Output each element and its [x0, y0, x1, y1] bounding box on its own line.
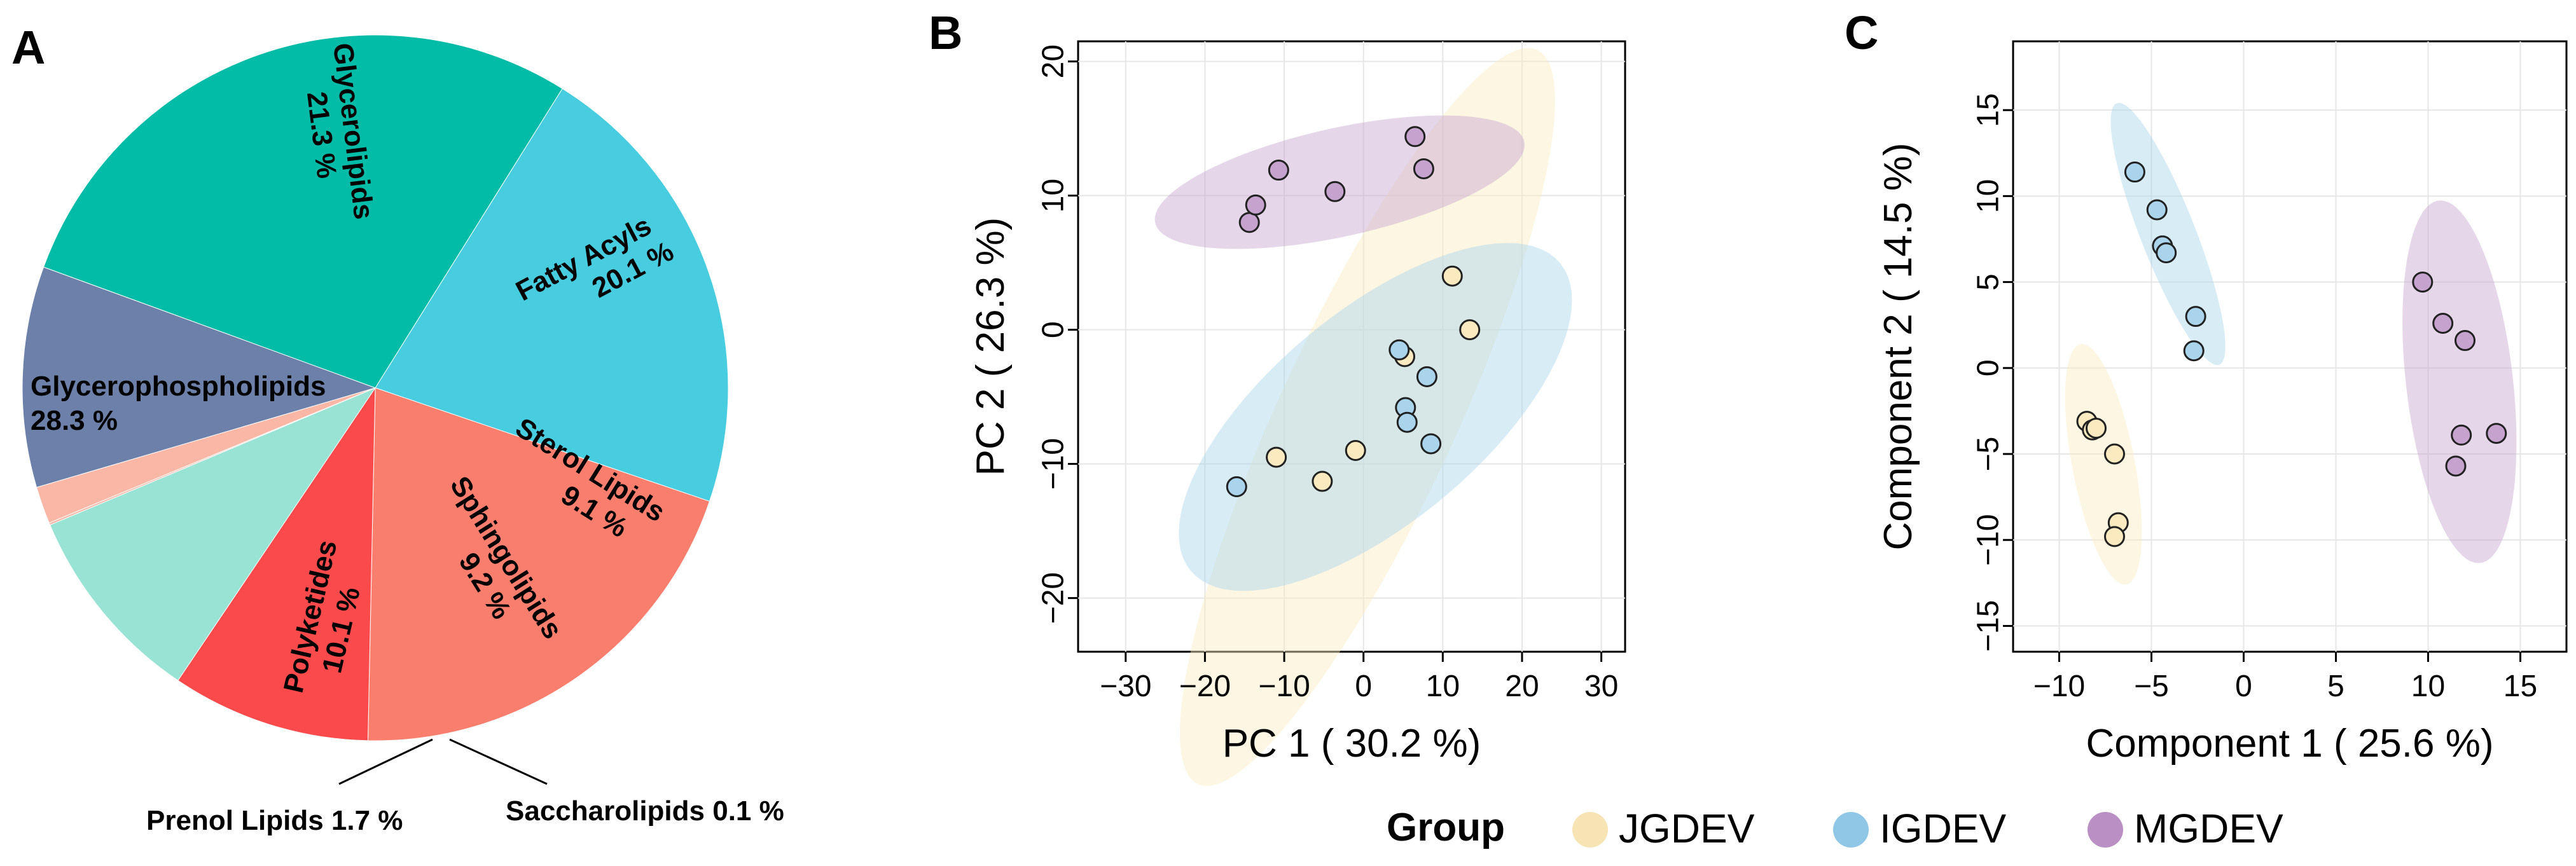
plsda-x-tick-label: −5	[2134, 670, 2169, 703]
plsda-x-tick-label: 10	[2411, 670, 2445, 703]
plsda-x-tick-label: −10	[2033, 670, 2085, 703]
legend-title: Group	[1387, 806, 1505, 849]
plsda-point-mgdev	[2451, 424, 2472, 446]
pca-point-igdev	[1226, 476, 1247, 497]
pca-x-tick-label: 0	[1355, 670, 1372, 703]
plsda-x-tick-label: 15	[2503, 670, 2537, 703]
pca-ellipse-jgdev	[1180, 48, 1555, 787]
legend-label-mgdev: MGDEV	[2134, 806, 2283, 851]
plsda-x-axis-label: Component 1 ( 25.6 %)	[2086, 722, 2493, 766]
callout-prenol-lipids: Prenol Lipids 1.7 %	[146, 805, 403, 836]
pca-point-mgdev	[1268, 160, 1289, 181]
pca-point-mgdev	[1238, 212, 1260, 233]
pca-x-tick-label: −20	[1179, 670, 1231, 703]
plsda-point-mgdev	[2455, 330, 2476, 352]
pca-point-igdev	[1420, 433, 1442, 455]
pca-x-tick-label: −10	[1258, 670, 1310, 703]
pie-slices	[22, 34, 729, 741]
plsda-y-tick-label: 5	[1972, 273, 2005, 291]
pca-point-jgdev	[1459, 319, 1481, 341]
pca-y-axis-label: PC 2 ( 26.3 %)	[969, 217, 1013, 476]
pie-slice-glycerophospholipids	[43, 34, 563, 388]
pca-point-mgdev	[1245, 194, 1266, 216]
pie-slice-sterol-lipids	[177, 387, 376, 741]
plsda-axes: −10 −5 0 5 10 15 −15 −10 −5 0 5 10 15	[1972, 93, 2538, 703]
pca-y-tick-label: 0	[1037, 321, 1070, 338]
legend: Group JGDEV IGDEV MGDEV	[1387, 806, 2283, 851]
plsda-points	[2076, 162, 2507, 547]
pca-plot-frame	[1077, 40, 1626, 653]
plsda-point-mgdev	[2412, 271, 2434, 293]
plsda-point-jgdev	[2086, 417, 2107, 439]
pca-point-jgdev	[1345, 440, 1366, 462]
pca-y-tick-label: −20	[1037, 572, 1070, 624]
plsda-point-igdev	[2146, 199, 2168, 221]
panel-letter-b: B	[929, 6, 962, 59]
saccharo-leader-line	[449, 738, 548, 785]
plsda-y-tick-label: 10	[1972, 179, 2005, 213]
pca-y-tick-label: 20	[1037, 45, 1070, 78]
plsda-point-igdev	[2124, 162, 2145, 183]
plsda-point-igdev	[2156, 242, 2177, 264]
plsda-y-tick-label: −5	[1972, 437, 2005, 472]
plsda-y-tick-label: −10	[1972, 514, 2005, 566]
plsda-point-mgdev	[2486, 423, 2507, 444]
pie-slice-fatty-acyls	[367, 387, 710, 741]
pca-x-tick-label: 30	[1584, 670, 1618, 703]
pie-slice-glycerolipids	[375, 88, 729, 502]
plsda-point-igdev	[2185, 306, 2206, 327]
pca-x-tick-label: 20	[1505, 670, 1539, 703]
pie-label-glycerophospholipids-pct: 28.3 %	[31, 405, 118, 436]
pie-label-glycerophospholipids-name: Glycerophospholipids	[31, 371, 326, 402]
plsda-point-mgdev	[2432, 312, 2454, 334]
plsda-point-jgdev	[2104, 526, 2125, 547]
plsda-ellipse-mgdev	[2402, 200, 2517, 563]
pca-grid	[1078, 41, 1625, 652]
plsda-plot: −10 −5 0 5 10 15 −15 −10 −5 0 5 10 15 Component 1 ( …	[1876, 40, 2568, 766]
pca-point-jgdev	[1266, 446, 1287, 468]
pca-point-igdev	[1388, 339, 1410, 361]
legend-swatch-igdev	[1833, 812, 1869, 848]
pie-slice-polyketides	[22, 266, 377, 488]
prenol-leader-line	[338, 738, 433, 785]
plsda-x-tick-label: 5	[2327, 670, 2344, 703]
plsda-grid	[2013, 41, 2566, 652]
plsda-y-axis-label: Component 2 ( 14.5 %)	[1876, 142, 1920, 550]
pca-x-axis-label: PC 1 ( 30.2 %)	[1222, 722, 1481, 766]
pca-point-mgdev	[1404, 126, 1426, 148]
pca-plot: −30 −20 −10 0 10 20 30 −20 −10 0 10 20 PC 1 ( 30.2 …	[969, 40, 1626, 787]
plsda-x-tick-label: 0	[2235, 670, 2252, 703]
pca-point-jgdev	[1312, 471, 1333, 492]
pca-point-igdev	[1416, 366, 1437, 387]
pca-y-tick-label: 10	[1037, 179, 1070, 212]
pie-chart: Glycerolipids 21.3 % Fatty Acyls 20.1 % …	[22, 34, 784, 836]
pca-points	[1226, 126, 1481, 497]
plsda-y-tick-label: 0	[1972, 359, 2005, 376]
callout-saccharolipids: Saccharolipids 0.1 %	[506, 795, 784, 827]
legend-swatch-mgdev	[2088, 812, 2123, 848]
pca-x-tick-label: 10	[1426, 670, 1460, 703]
legend-swatch-jgdev	[1572, 812, 1608, 848]
pca-y-tick-label: −10	[1037, 438, 1070, 490]
panel-letter-c: C	[1845, 6, 1878, 59]
plsda-point-mgdev	[2445, 455, 2467, 477]
plsda-point-igdev	[2183, 340, 2205, 362]
legend-label-igdev: IGDEV	[1880, 806, 2006, 851]
pca-axes: −30 −20 −10 0 10 20 30 −20 −10 0 10 20	[1037, 45, 1619, 703]
pca-point-mgdev	[1413, 158, 1434, 179]
pca-point-mgdev	[1324, 181, 1346, 202]
pca-point-igdev	[1396, 411, 1418, 433]
panel-letter-a: A	[11, 21, 45, 74]
plsda-plot-frame	[2012, 40, 2568, 653]
legend-label-jgdev: JGDEV	[1619, 806, 1755, 851]
pca-point-jgdev	[1441, 265, 1463, 287]
plsda-point-jgdev	[2104, 443, 2125, 465]
plsda-y-tick-label: −15	[1972, 600, 2005, 652]
pie-slice-sphingolipids	[49, 387, 377, 681]
pca-x-tick-label: −30	[1100, 670, 1151, 703]
plsda-y-tick-label: 15	[1972, 93, 2005, 127]
